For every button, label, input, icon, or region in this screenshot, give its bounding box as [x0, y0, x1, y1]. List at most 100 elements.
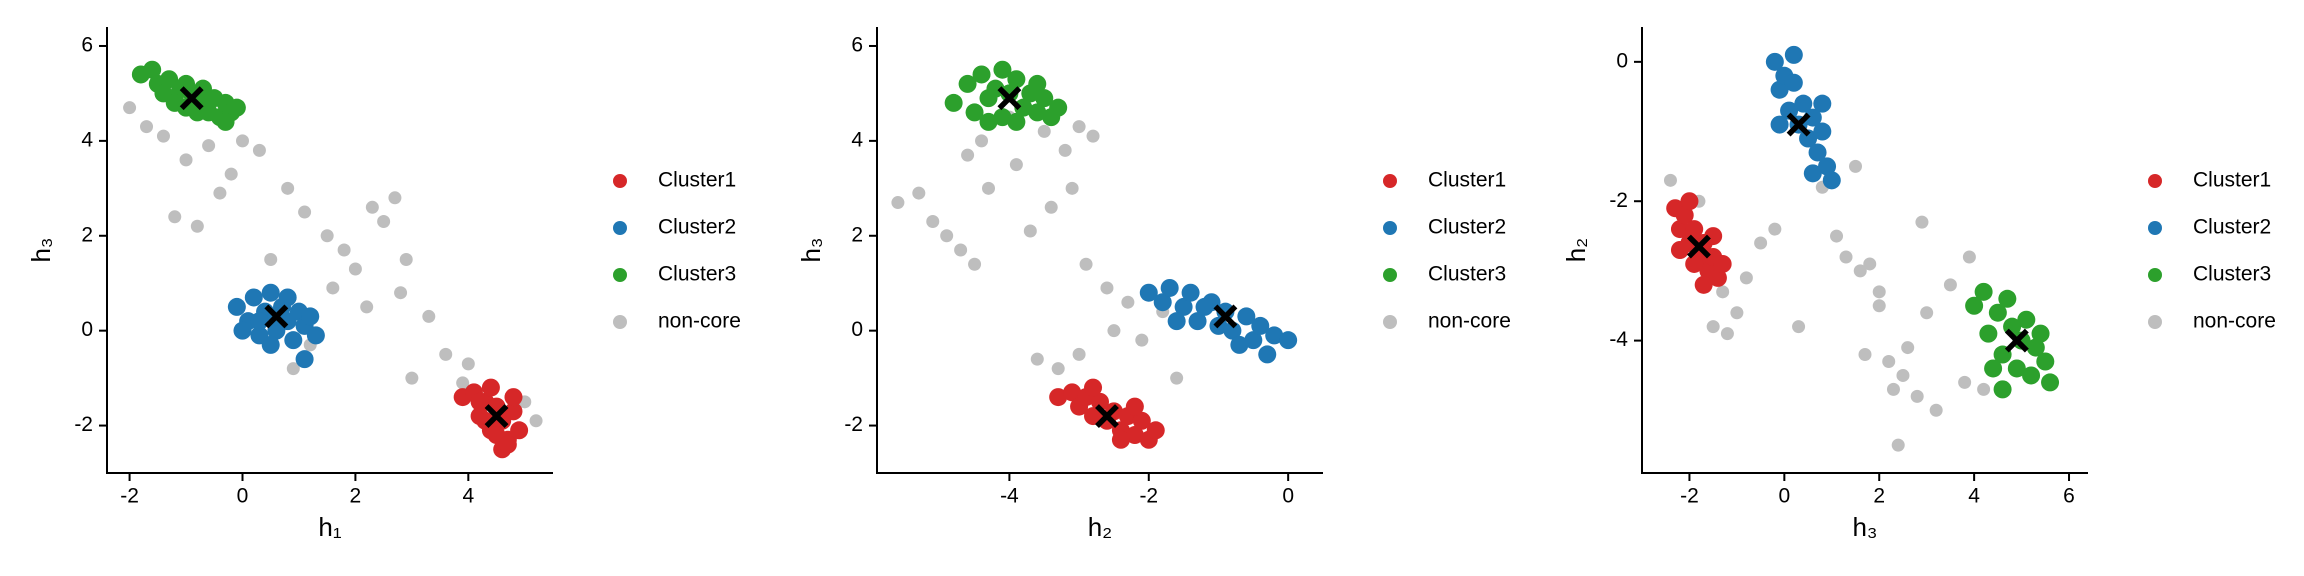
point — [1891, 438, 1905, 452]
point — [1170, 371, 1184, 385]
point — [1174, 297, 1193, 316]
legend-marker — [2148, 315, 2162, 329]
point — [1720, 327, 1734, 341]
point — [944, 93, 963, 112]
point — [399, 252, 413, 266]
x-axis-label: h₃ — [1852, 512, 1877, 542]
y-tick-label: 0 — [81, 318, 93, 341]
point — [1958, 375, 1972, 389]
point — [156, 129, 170, 143]
point — [1675, 206, 1694, 225]
point — [1035, 89, 1054, 108]
point — [1896, 368, 1910, 382]
point — [1915, 215, 1929, 229]
point — [1943, 278, 1957, 292]
point — [1685, 220, 1704, 239]
point — [278, 288, 297, 307]
point — [986, 79, 1005, 98]
point — [1084, 378, 1103, 397]
point — [1139, 283, 1158, 302]
point — [498, 435, 517, 454]
point — [1670, 241, 1689, 259]
point — [1813, 94, 1832, 113]
y-axis-label: h₃ — [26, 237, 56, 262]
x-tick-label: -2 — [120, 485, 139, 508]
point — [1813, 122, 1832, 141]
point — [1685, 254, 1704, 273]
point — [891, 196, 905, 210]
point — [1007, 70, 1026, 89]
point — [1979, 324, 1998, 343]
point — [510, 421, 529, 440]
point — [1037, 124, 1051, 138]
point — [2012, 331, 2031, 350]
point — [1803, 164, 1822, 183]
point — [140, 120, 154, 134]
legend-label: Cluster3 — [658, 263, 736, 286]
point — [1730, 306, 1744, 320]
center-marker — [484, 404, 509, 429]
legend-label: Cluster3 — [1428, 263, 1506, 286]
point — [2041, 373, 2060, 392]
point — [1974, 282, 1993, 301]
point — [295, 350, 314, 369]
legend-label: Cluster3 — [2193, 263, 2271, 286]
point — [975, 134, 989, 148]
x-tick-label: 0 — [1282, 485, 1294, 508]
y-tick-label: 6 — [851, 34, 863, 57]
point — [439, 347, 453, 361]
point — [1028, 103, 1047, 122]
x-tick-label: -4 — [1000, 485, 1019, 508]
point — [1853, 264, 1867, 278]
point — [405, 371, 419, 385]
point — [1965, 296, 1984, 315]
legend-label: non-core — [1428, 310, 1511, 333]
legend-label: Cluster2 — [1428, 216, 1506, 239]
point — [1051, 362, 1065, 376]
point — [1265, 326, 1284, 345]
point — [1839, 250, 1853, 264]
legend-marker — [613, 315, 627, 329]
point — [979, 112, 998, 131]
legend-marker — [613, 174, 627, 188]
legend-label: non-core — [2193, 310, 2276, 333]
point — [1754, 236, 1768, 250]
point — [1998, 289, 2017, 308]
center-marker — [997, 86, 1022, 111]
point — [320, 229, 334, 243]
point — [216, 112, 235, 131]
y-tick-label: 4 — [851, 128, 863, 151]
point — [360, 300, 374, 314]
point — [1107, 324, 1121, 338]
point — [143, 60, 162, 79]
point — [365, 200, 379, 214]
point — [1058, 143, 1072, 157]
point — [388, 191, 402, 205]
center-marker — [1786, 112, 1811, 137]
point — [1872, 285, 1886, 299]
legend-label: Cluster1 — [2193, 169, 2271, 192]
center-marker — [1686, 234, 1711, 259]
point — [2017, 310, 2036, 329]
point — [1030, 352, 1044, 366]
center-marker — [264, 304, 289, 329]
y-tick-label: -2 — [1609, 189, 1628, 212]
legend-label: non-core — [658, 310, 741, 333]
point — [1028, 74, 1047, 93]
point — [1830, 229, 1844, 243]
legend-marker — [1383, 268, 1397, 282]
point — [326, 281, 340, 295]
point — [912, 186, 926, 200]
point — [1988, 303, 2007, 322]
point — [2026, 338, 2045, 357]
legend-marker — [1383, 174, 1397, 188]
legend-marker — [2148, 174, 2162, 188]
point — [1279, 331, 1298, 350]
point — [965, 103, 984, 122]
y-tick-label: 0 — [851, 318, 863, 341]
point — [235, 134, 249, 148]
point — [2022, 366, 2041, 385]
y-tick-label: -4 — [1609, 328, 1628, 351]
point — [1770, 80, 1789, 99]
point — [165, 93, 184, 112]
